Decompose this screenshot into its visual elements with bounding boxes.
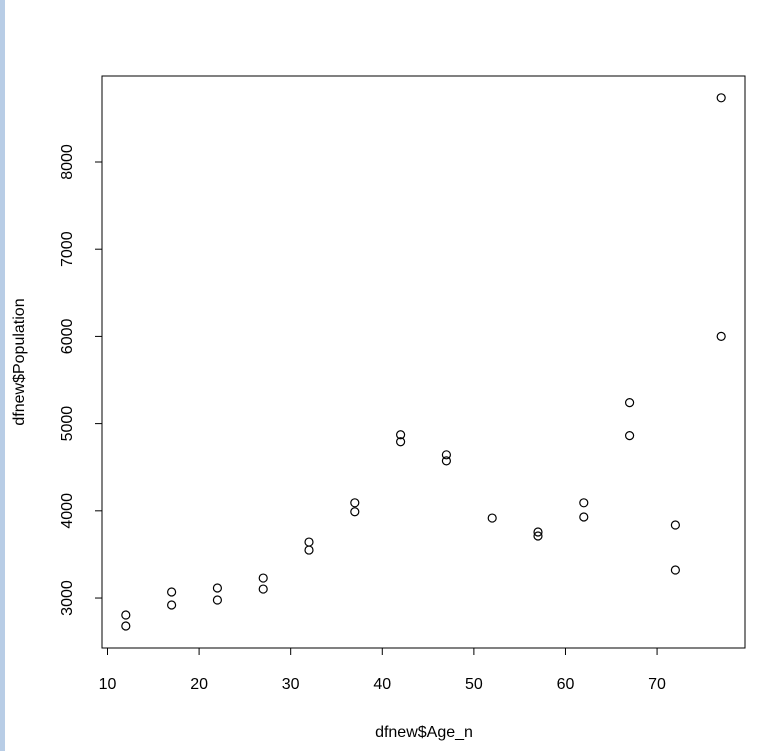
point xyxy=(304,537,314,547)
point xyxy=(533,531,543,541)
point xyxy=(304,545,314,555)
x-tick-label: 30 xyxy=(282,676,300,693)
point xyxy=(716,93,726,103)
y-tick-label: 8000 xyxy=(59,144,76,180)
point xyxy=(533,527,543,537)
x-tick-label: 40 xyxy=(373,676,391,693)
point xyxy=(121,621,131,631)
point xyxy=(396,437,406,447)
point xyxy=(396,430,406,440)
plot-frame xyxy=(101,75,746,649)
point xyxy=(579,512,589,522)
y-tick-label: 6000 xyxy=(59,319,76,355)
y-axis-label: dfnew$Population xyxy=(11,298,28,425)
y-tick-label: 5000 xyxy=(59,406,76,442)
x-tick-label: 50 xyxy=(465,676,483,693)
window-edge xyxy=(0,0,5,751)
point xyxy=(350,498,360,508)
y-tick-label: 7000 xyxy=(59,231,76,267)
x-tick-label: 20 xyxy=(190,676,208,693)
point xyxy=(441,450,451,460)
x-tick-label: 70 xyxy=(648,676,666,693)
point xyxy=(670,565,680,575)
point xyxy=(624,431,635,441)
point xyxy=(716,331,726,342)
point xyxy=(670,520,680,530)
x-axis-label: dfnew$Age_n xyxy=(375,724,473,741)
point xyxy=(167,587,177,597)
point xyxy=(212,583,223,593)
point xyxy=(579,498,589,508)
point xyxy=(121,610,131,620)
point xyxy=(350,507,360,517)
x-tick-label: 10 xyxy=(99,676,117,693)
point xyxy=(258,573,268,583)
y-tick-label: 4000 xyxy=(59,493,76,529)
point xyxy=(624,397,635,408)
point xyxy=(167,600,177,610)
y-tick-label: 3000 xyxy=(59,580,76,616)
point xyxy=(441,456,451,466)
x-tick-label: 60 xyxy=(557,676,575,693)
point xyxy=(487,513,497,523)
point xyxy=(258,584,268,594)
point xyxy=(212,595,223,605)
